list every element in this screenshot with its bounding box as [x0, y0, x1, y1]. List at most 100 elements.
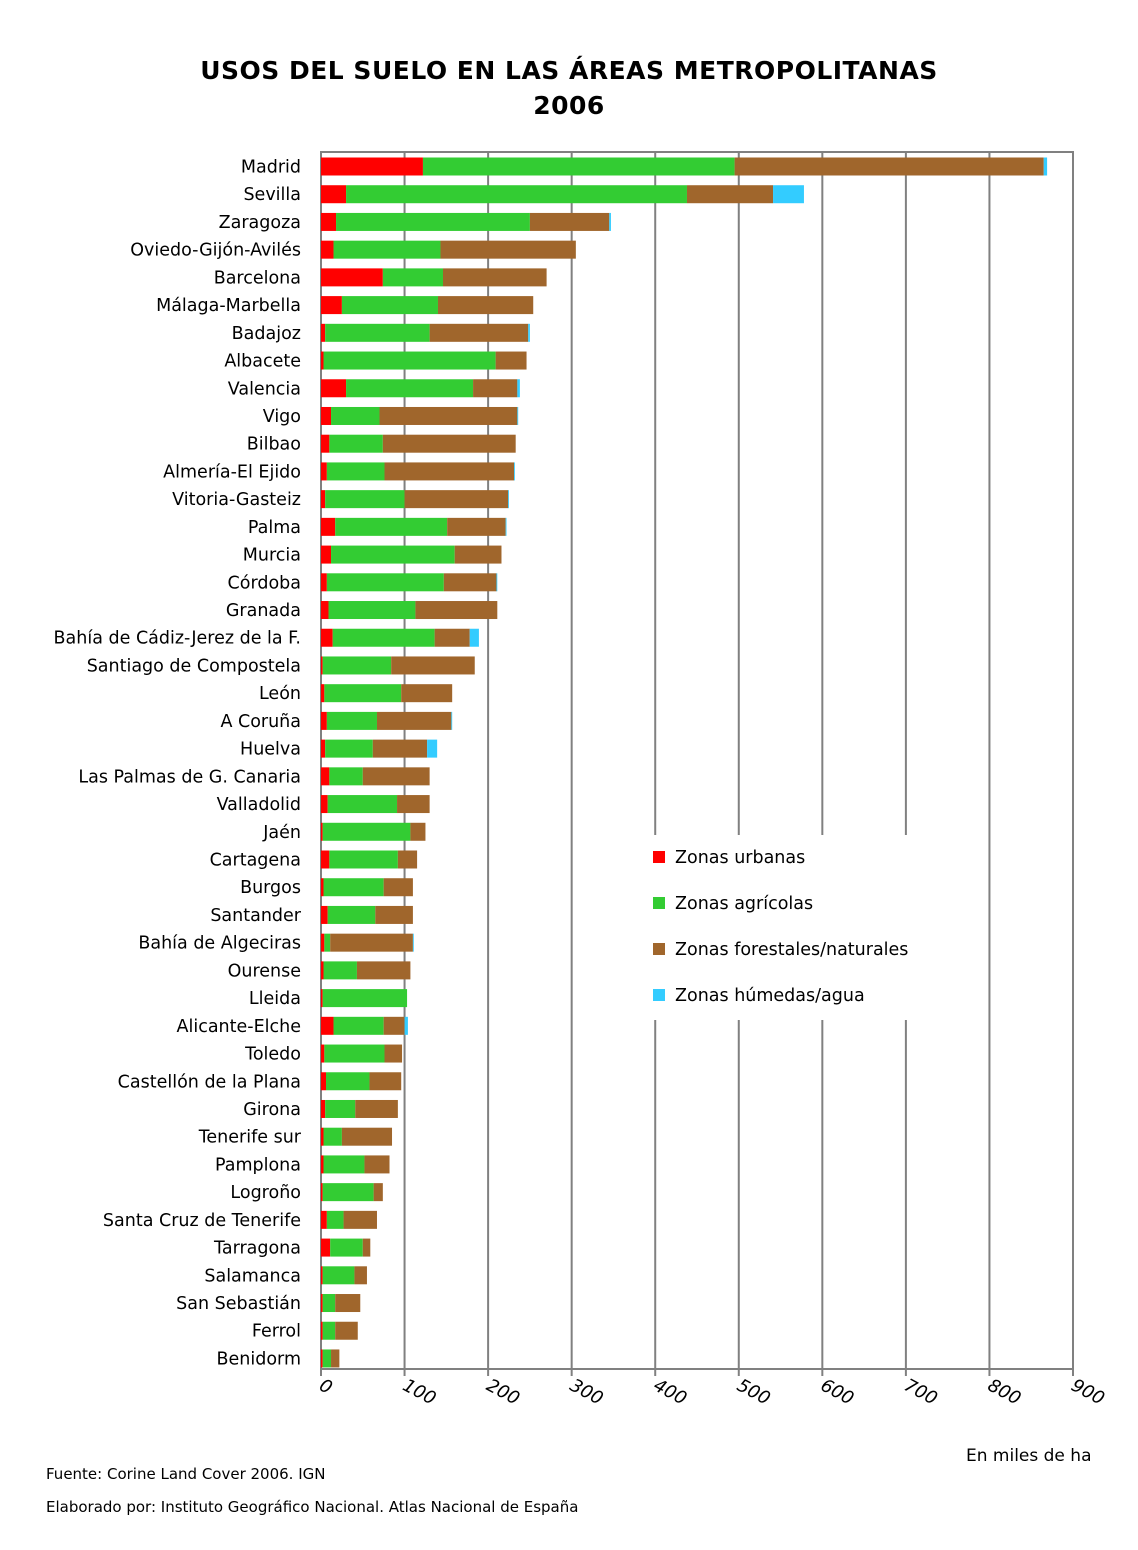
bar-segment-zonas-forestales-naturales: [335, 1294, 361, 1313]
category-label: Palma: [248, 518, 301, 538]
bar-segment-zonas-urbanas: [321, 961, 324, 980]
bar-segment-zonas-agr-colas: [327, 905, 376, 924]
bar-segment-zonas-agr-colas: [336, 212, 530, 231]
category-label: Granada: [226, 601, 301, 621]
bar-segment-zonas-forestales-naturales: [384, 1044, 403, 1063]
bar-segment-zonas-agr-colas: [323, 1127, 342, 1146]
bar-segment-zonas-forestales-naturales: [442, 268, 547, 287]
category-label: Las Palmas de G. Canaria: [78, 767, 301, 787]
bar-segment-zonas-forestales-naturales: [434, 628, 470, 647]
category-label: Vigo: [263, 407, 301, 427]
bar-segment-zonas-forestales-naturales: [372, 739, 428, 758]
bar-segment-zonas-forestales-naturales: [384, 462, 515, 481]
bar-segment-zonas-urbanas: [321, 684, 325, 703]
bar-segment-zonas-forestales-naturales: [734, 157, 1044, 176]
bar-segment-zonas-urbanas: [321, 462, 327, 481]
category-label: A Coruña: [220, 712, 301, 732]
bar-segment-zonas-agr-colas: [346, 379, 474, 398]
bar-segment-zonas-agr-colas: [323, 1155, 365, 1174]
bar-segment-zonas-agr-colas: [331, 545, 455, 564]
bar-segment-zonas-h-medas-agua: [514, 462, 515, 481]
bar-segment-zonas-agr-colas: [328, 601, 416, 620]
category-label: Bahía de Algeciras: [138, 934, 301, 954]
bar-segment-zonas-urbanas: [321, 601, 329, 620]
bar-segment-zonas-urbanas: [321, 185, 347, 204]
category-label: Castellón de la Plana: [118, 1072, 301, 1092]
bar-segment-zonas-agr-colas: [333, 240, 441, 259]
legend-label: Zonas forestales/naturales: [675, 940, 908, 960]
x-tick-label: 400: [650, 1375, 690, 1410]
bar-segment-zonas-agr-colas: [327, 795, 398, 814]
bar-segment-zonas-urbanas: [321, 545, 332, 564]
category-label: Barcelona: [214, 268, 301, 288]
bar-segment-zonas-forestales-naturales: [495, 351, 527, 370]
category-label: Oviedo-Gijón-Avilés: [130, 241, 301, 261]
category-label: Valencia: [228, 379, 301, 399]
bar-segment-zonas-forestales-naturales: [356, 961, 411, 980]
category-label: Santa Cruz de Tenerife: [103, 1211, 301, 1231]
bar-segment-zonas-forestales-naturales: [362, 767, 430, 786]
bar-segment-zonas-forestales-naturales: [454, 545, 502, 564]
bar-segment-zonas-h-medas-agua: [469, 628, 479, 647]
bar-segment-zonas-forestales-naturales: [415, 601, 498, 620]
category-label: Bahía de Cádiz-Jerez de la F.: [54, 629, 301, 649]
bar-segment-zonas-h-medas-agua: [517, 379, 520, 398]
legend-label: Zonas agrícolas: [675, 894, 813, 914]
bar-segment-zonas-agr-colas: [323, 878, 384, 897]
bar-segment-zonas-agr-colas: [332, 628, 435, 647]
bar-segment-zonas-agr-colas: [326, 573, 444, 592]
bar-segment-zonas-urbanas: [321, 795, 328, 814]
bar-segment-zonas-forestales-naturales: [383, 1016, 405, 1035]
bar-segment-zonas-urbanas: [321, 1349, 323, 1368]
bar-segment-zonas-agr-colas: [346, 185, 687, 204]
category-label: Valladolid: [217, 795, 301, 815]
bar-segment-zonas-forestales-naturales: [379, 406, 518, 425]
category-label: Cartagena: [210, 851, 301, 871]
category-label: Santiago de Compostela: [87, 656, 301, 676]
bar-segment-zonas-forestales-naturales: [401, 684, 453, 703]
bar-segment-zonas-forestales-naturales: [354, 1266, 367, 1285]
bar-segment-zonas-urbanas: [321, 1127, 324, 1146]
category-label: Logroño: [230, 1183, 301, 1203]
category-label: Murcia: [243, 546, 301, 566]
bar-segment-zonas-agr-colas: [324, 684, 402, 703]
bar-segment-zonas-forestales-naturales: [335, 1321, 358, 1340]
category-label: Sevilla: [243, 185, 301, 205]
bar-segment-zonas-forestales-naturales: [529, 212, 610, 231]
bar-segment-zonas-agr-colas: [331, 406, 380, 425]
x-tick-label: 700: [901, 1375, 941, 1410]
bar-segment-zonas-agr-colas: [333, 1016, 384, 1035]
bar-segment-zonas-urbanas: [321, 268, 383, 287]
bar-segment-zonas-urbanas: [321, 240, 334, 259]
category-label: Tarragona: [213, 1239, 301, 1259]
bar-segment-zonas-h-medas-agua: [505, 517, 507, 536]
bar-segment-zonas-forestales-naturales: [331, 1349, 340, 1368]
bar-segment-zonas-urbanas: [321, 656, 323, 675]
bar-segment-zonas-forestales-naturales: [373, 1183, 383, 1202]
chart-title: USOS DEL SUELO EN LAS ÁREAS METROPOLITAN…: [200, 56, 938, 85]
bar-segment-zonas-forestales-naturales: [364, 1155, 390, 1174]
bar-segment-zonas-forestales-naturales: [473, 379, 518, 398]
bar-segment-zonas-agr-colas: [325, 490, 405, 509]
category-label: Madrid: [241, 158, 301, 178]
bar-segment-zonas-forestales-naturales: [383, 878, 413, 897]
category-label: Zaragoza: [219, 213, 301, 233]
bar-segment-zonas-agr-colas: [322, 656, 392, 675]
bar-segment-zonas-forestales-naturales: [404, 490, 509, 509]
category-label: Albacete: [224, 352, 301, 372]
bar-segment-zonas-h-medas-agua: [427, 739, 438, 758]
category-label: Vitoria-Gasteiz: [172, 490, 301, 510]
bar-segment-zonas-urbanas: [321, 351, 324, 370]
category-label: Bilbao: [247, 435, 301, 455]
bar-segment-zonas-forestales-naturales: [447, 517, 506, 536]
bar-segment-zonas-agr-colas: [324, 933, 331, 952]
bar-segment-zonas-urbanas: [321, 739, 326, 758]
bar-segment-zonas-agr-colas: [422, 157, 735, 176]
bar-segment-zonas-agr-colas: [322, 989, 408, 1008]
category-label: Lleida: [249, 989, 301, 1009]
bar-segment-zonas-urbanas: [321, 1016, 334, 1035]
category-label: Huelva: [240, 740, 301, 760]
legend-swatch: [653, 989, 665, 1001]
bar-segment-zonas-forestales-naturales: [341, 1127, 393, 1146]
